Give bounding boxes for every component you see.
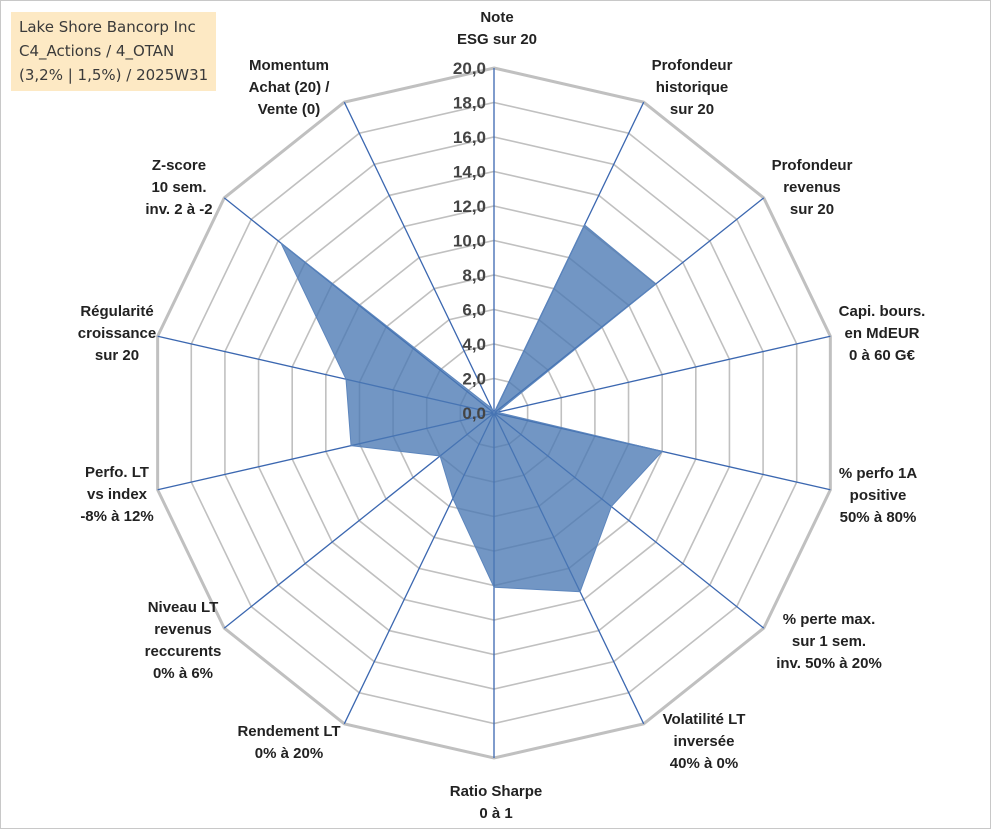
chart-title-box: Lake Shore Bancorp Inc C4_Actions / 4_OT… <box>11 12 217 91</box>
axis-spoke-13 <box>343 101 495 414</box>
axis-label-9-line-2: reccurents <box>145 643 222 660</box>
data-area <box>280 224 664 593</box>
axis-label-8-line-1: 0% à 20% <box>255 745 323 762</box>
tick-label-2: 4,0 <box>462 335 486 354</box>
data-area-layer <box>280 224 664 593</box>
axis-label-10-line-1: vs index <box>87 486 148 503</box>
axis-label-8: Rendement LT 0% à 20% <box>237 723 340 762</box>
axis-label-6-line-0: Volatilité LT <box>663 711 746 728</box>
axis-label-1-line-0: Profondeur <box>652 57 733 74</box>
axis-label-4-line-2: 50% à 80% <box>840 509 917 526</box>
axis-label-9-line-1: revenus <box>154 621 212 638</box>
axis-label-5-line-0: % perte max. <box>783 611 876 628</box>
axis-label-12-line-0: Z-score <box>152 157 206 174</box>
axis-label-5: % perte max. sur 1 sem. inv. 50% à 20% <box>776 611 882 672</box>
axis-label-6-line-2: 40% à 0% <box>670 755 738 772</box>
axis-label-12: Z-score 10 sem. inv. 2 à -2 <box>145 157 212 218</box>
axis-label-1-line-2: sur 20 <box>670 101 714 118</box>
axis-label-11: Régularité croissance sur 20 <box>78 303 156 364</box>
axis-label-0-line-1: ESG sur 20 <box>457 31 537 48</box>
axis-label-10-line-2: -8% à 12% <box>80 508 153 525</box>
axis-label-3-line-0: Capi. bours. <box>839 303 926 320</box>
axis-label-10: Perfo. LT vs index -8% à 12% <box>80 464 153 525</box>
tick-label-4: 8,0 <box>462 266 486 285</box>
axis-label-8-line-0: Rendement LT <box>237 723 340 740</box>
tick-label-0: 0,0 <box>462 404 486 423</box>
axis-label-3-line-2: 0 à 60 G€ <box>849 347 916 364</box>
tick-label-9: 18,0 <box>453 94 486 113</box>
tick-label-5: 10,0 <box>453 232 486 251</box>
tick-label-3: 6,0 <box>462 301 486 320</box>
axis-label-4-line-0: % perfo 1A <box>839 465 918 482</box>
axis-label-11-line-0: Régularité <box>80 303 153 320</box>
tick-label-7: 14,0 <box>453 163 486 182</box>
chart-title-line-3: (3,2% | 1,5%) / 2025W31 <box>19 66 209 84</box>
axis-label-0: Note ESG sur 20 <box>457 9 537 48</box>
axis-label-11-line-1: croissance <box>78 325 156 342</box>
axis-label-10-line-0: Perfo. LT <box>85 464 149 481</box>
axis-spoke-3 <box>493 335 831 414</box>
axis-label-12-line-2: inv. 2 à -2 <box>145 201 212 218</box>
axis-label-3-line-1: en MdEUR <box>845 325 920 342</box>
axis-label-7: Ratio Sharpe 0 à 1 <box>450 783 543 822</box>
axis-label-4-line-1: positive <box>850 487 907 504</box>
axis-label-4: % perfo 1A positive 50% à 80% <box>839 465 918 526</box>
axis-label-6-line-1: inversée <box>674 733 735 750</box>
axis-label-3: Capi. bours. en MdEUR 0 à 60 G€ <box>839 303 926 364</box>
axis-label-5-line-1: sur 1 sem. <box>792 633 866 650</box>
axis-label-12-line-1: 10 sem. <box>151 179 206 196</box>
axis-label-9: Niveau LT revenus reccurents 0% à 6% <box>145 599 222 682</box>
axis-label-13-line-1: Achat (20) / <box>249 79 331 96</box>
axis-label-2-line-2: sur 20 <box>790 201 834 218</box>
axis-label-5-line-2: inv. 50% à 20% <box>776 655 882 672</box>
axis-label-13-line-2: Vente (0) <box>258 101 321 118</box>
tick-label-1: 2,0 <box>462 370 486 389</box>
axis-label-13-line-0: Momentum <box>249 57 329 74</box>
chart-title-line-1: Lake Shore Bancorp Inc <box>19 18 196 36</box>
axis-label-13: Momentum Achat (20) / Vente (0) <box>249 57 331 118</box>
axis-label-7-line-1: 0 à 1 <box>479 805 512 822</box>
axis-label-6: Volatilité LT inversée 40% à 0% <box>663 711 746 772</box>
axis-label-7-line-0: Ratio Sharpe <box>450 783 543 800</box>
axis-label-1: Profondeur historique sur 20 <box>652 57 733 118</box>
axis-label-0-line-0: Note <box>480 9 513 26</box>
axis-label-9-line-0: Niveau LT <box>148 599 219 616</box>
axis-label-2-line-0: Profondeur <box>772 157 853 174</box>
axis-label-2-line-1: revenus <box>783 179 841 196</box>
tick-label-10: 20,0 <box>453 59 486 78</box>
tick-label-8: 16,0 <box>453 128 486 147</box>
axis-label-11-line-2: sur 20 <box>95 347 139 364</box>
tick-label-6: 12,0 <box>453 197 486 216</box>
axis-label-2: Profondeur revenus sur 20 <box>772 157 853 218</box>
axis-label-9-line-3: 0% à 6% <box>153 665 213 682</box>
axis-label-1-line-1: historique <box>656 79 729 96</box>
tick-label-layer: 0,0 2,0 4,0 6,0 8,0 10,0 12,0 14,0 16,0 18,0 20,0 <box>453 59 486 423</box>
axis-label-layer: Note ESG sur 20 Profondeur historique sur 20… <box>78 9 926 822</box>
chart-title-line-2: C4_Actions / 4_OTAN <box>19 42 175 60</box>
